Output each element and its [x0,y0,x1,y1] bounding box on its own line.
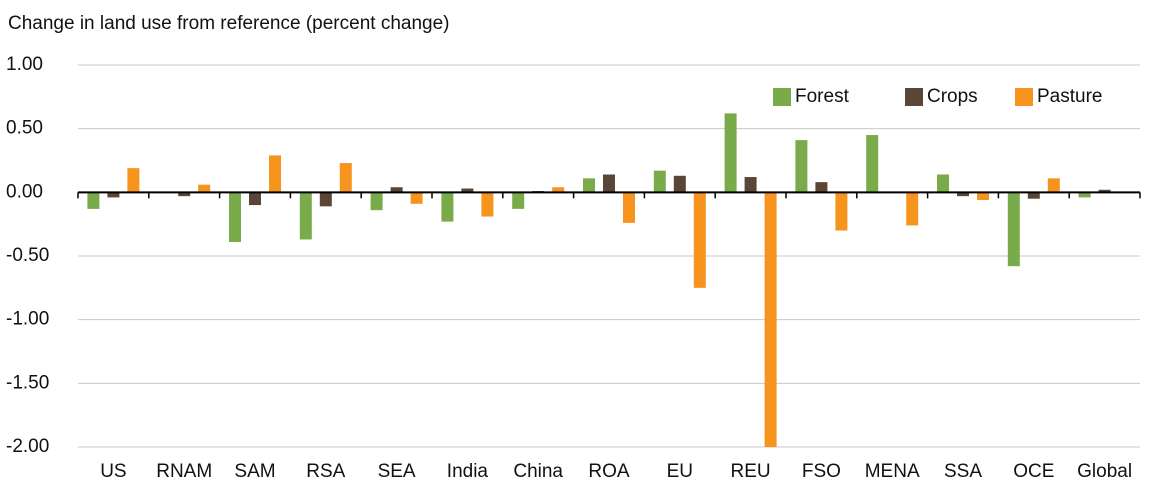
bar [835,192,848,231]
x-tick-label: Global [1077,461,1132,482]
y-tick-label: -0.50 [6,245,49,266]
x-tick-label: SAM [234,461,275,482]
bar [603,174,615,193]
x-tick-label: US [100,461,126,482]
legend-label: Pasture [1037,86,1102,107]
bar [977,192,989,200]
bar [1027,192,1040,199]
bar [906,192,919,226]
bar [441,192,454,222]
bar [299,192,312,240]
x-tick-label: China [513,461,563,482]
bar [339,163,352,193]
bar [410,192,423,204]
x-tick-label: OCE [1013,461,1054,482]
bar [107,192,120,198]
bar [319,192,332,207]
bar [623,192,635,223]
bar [1078,192,1091,198]
x-tick-label: REU [731,461,771,482]
bar [795,140,808,193]
x-tick-label: SSA [944,461,982,482]
bar [461,188,474,193]
legend-label: Crops [927,86,978,107]
bar [178,192,191,197]
legend-swatch [1015,88,1033,106]
y-tick-label: -2.00 [6,436,49,457]
bar [1098,189,1111,193]
y-tick-label: 1.00 [6,54,43,75]
x-tick-label: ROA [588,461,630,482]
bar [583,178,595,193]
bar [866,135,879,193]
bar [1047,178,1060,193]
bar [390,187,403,193]
bar [249,192,261,206]
bar [552,187,565,193]
bar [127,168,140,193]
bar [815,182,828,193]
legend-swatch [905,88,923,106]
bar [1007,192,1020,267]
bar [229,192,241,242]
bar [653,170,666,193]
y-tick-label: -1.50 [6,372,49,393]
bar [724,113,737,193]
bar [481,192,494,217]
bar [693,192,706,288]
bar [744,177,757,193]
y-tick-label: -1.00 [6,309,49,330]
x-tick-label: RSA [306,461,345,482]
y-tick-label: 0.50 [6,118,43,139]
bar [269,155,281,193]
x-tick-label: SEA [378,461,416,482]
x-tick-label: MENA [865,461,920,482]
bar [764,192,777,447]
bar [87,192,100,209]
bar [370,192,383,211]
x-tick-label: India [447,461,489,482]
y-tick-label: 0.00 [6,181,43,202]
bar [198,184,211,193]
x-tick-label: RNAM [156,461,212,482]
x-tick-label: FSO [802,461,841,482]
legend-label: Forest [795,86,850,107]
bar [937,174,949,193]
legend-swatch [773,88,791,106]
x-tick-label: EU [667,461,693,482]
chart-title: Change in land use from reference (perce… [8,13,449,34]
bar [957,192,969,197]
bar [512,192,525,209]
bar [673,175,686,193]
